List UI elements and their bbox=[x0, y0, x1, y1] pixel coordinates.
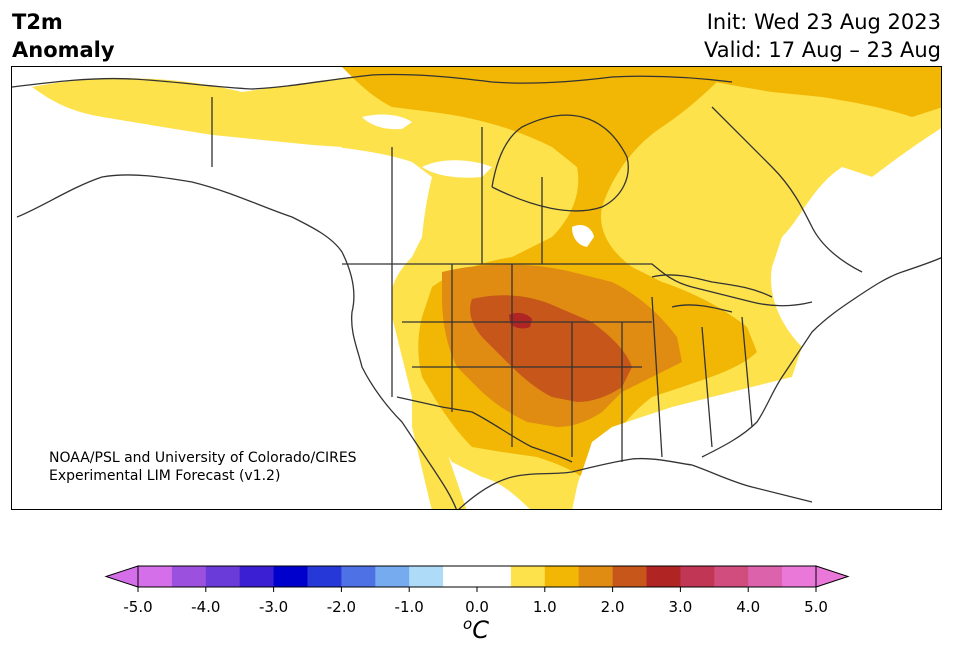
colorbar-cell bbox=[544, 566, 580, 587]
coastline-west bbox=[16, 174, 457, 509]
border-us-mexico bbox=[396, 396, 573, 463]
coastline-labrador bbox=[711, 106, 863, 273]
fill-0-5-to-1-west bbox=[412, 387, 467, 509]
colorbar-cell bbox=[171, 566, 207, 587]
colorbar-unit: oC bbox=[463, 615, 489, 644]
colorbar-tick-label: 4.0 bbox=[736, 598, 761, 616]
fill-1-to-1-5-north bbox=[652, 67, 941, 117]
colorbar-cell bbox=[782, 566, 817, 587]
border-canada-provinces bbox=[211, 97, 543, 264]
colorbar-cells bbox=[138, 566, 817, 587]
fill-near-zero-2 bbox=[362, 114, 412, 130]
colorbar-tick-label: 1.0 bbox=[532, 598, 557, 616]
colorbar-tick-label: -5.0 bbox=[123, 598, 153, 616]
colorbar-cell bbox=[341, 566, 376, 587]
colorbar-cell bbox=[443, 566, 478, 587]
unit-degree: o bbox=[463, 615, 473, 633]
colorbar-ticks bbox=[137, 587, 817, 592]
credit-line-2: Experimental LIM Forecast (v1.2) bbox=[49, 468, 281, 484]
colorbar-extend-low bbox=[104, 565, 139, 588]
colorbar-cell bbox=[714, 566, 749, 587]
coastline-hudson bbox=[491, 114, 629, 212]
colorbar-tick-label: -4.0 bbox=[191, 598, 221, 616]
credit-text: NOAA/PSL and University of Colorado/CIRE… bbox=[49, 449, 357, 485]
colorbar-tick-label: -3.0 bbox=[258, 598, 289, 616]
colorbar-tick-label: -2.0 bbox=[326, 598, 357, 616]
fill-near-zero-3 bbox=[572, 225, 594, 247]
colorbar-cell bbox=[409, 566, 444, 587]
colorbar-cell bbox=[646, 566, 681, 587]
coastline-arctic bbox=[12, 73, 733, 90]
border-us-canada bbox=[342, 263, 813, 307]
colorbar-cell bbox=[239, 566, 275, 587]
map-title: T2m Anomaly bbox=[12, 8, 115, 64]
colorbar-cell bbox=[612, 566, 647, 587]
colorbar-extend-high bbox=[815, 565, 850, 588]
colorbar-tick-label: 0.0 bbox=[465, 598, 489, 616]
coastline-gulf bbox=[458, 457, 813, 509]
coastline-east bbox=[701, 257, 941, 458]
colorbar-tick-label: -1.0 bbox=[394, 598, 424, 616]
great-lakes bbox=[651, 274, 773, 313]
colorbar-cell bbox=[748, 566, 783, 587]
anomaly-map bbox=[11, 66, 942, 510]
border-states bbox=[391, 264, 753, 462]
colorbar-cell bbox=[205, 566, 241, 587]
colorbar-cell bbox=[138, 566, 173, 587]
colorbar-tick-label: 5.0 bbox=[804, 598, 828, 616]
credit-line-1: NOAA/PSL and University of Colorado/CIRE… bbox=[49, 450, 357, 466]
colorbar-tick-label: 3.0 bbox=[668, 598, 693, 616]
colorbar-cell bbox=[375, 566, 410, 587]
fill-2-5-to-3 bbox=[509, 312, 532, 329]
fill-near-zero-1 bbox=[422, 160, 492, 178]
title-line-2: Anomaly bbox=[12, 38, 115, 62]
colorbar-cell bbox=[307, 566, 342, 587]
colorbar-cell bbox=[510, 566, 546, 587]
colorbar-cell bbox=[477, 566, 512, 587]
colorbar-tick-label: 2.0 bbox=[600, 598, 625, 616]
map-svg bbox=[12, 67, 941, 509]
valid-date: Valid: 17 Aug – 23 Aug bbox=[703, 38, 941, 62]
colorbar-cell bbox=[680, 566, 715, 587]
init-date: Init: Wed 23 Aug 2023 bbox=[706, 10, 941, 34]
boundaries bbox=[12, 73, 941, 509]
title-line-1: T2m bbox=[12, 10, 63, 34]
white-areas bbox=[12, 67, 941, 509]
forecast-dates: Init: Wed 23 Aug 2023 Valid: 17 Aug – 23… bbox=[704, 8, 941, 64]
unit-base: C bbox=[472, 616, 489, 644]
colorbar-cell bbox=[273, 566, 308, 587]
colorbar-cell bbox=[578, 566, 614, 587]
